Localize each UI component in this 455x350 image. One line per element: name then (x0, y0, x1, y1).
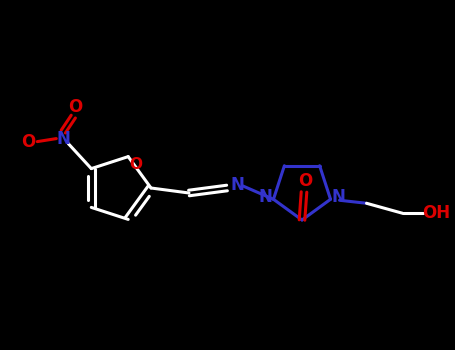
Text: O: O (68, 98, 82, 116)
Text: O: O (21, 133, 35, 150)
Text: OH: OH (423, 204, 450, 222)
Text: O: O (130, 157, 143, 172)
Text: N: N (56, 130, 70, 148)
Text: N: N (258, 188, 273, 206)
Text: N: N (230, 176, 244, 194)
Text: N: N (332, 188, 345, 206)
Text: O: O (298, 172, 312, 190)
